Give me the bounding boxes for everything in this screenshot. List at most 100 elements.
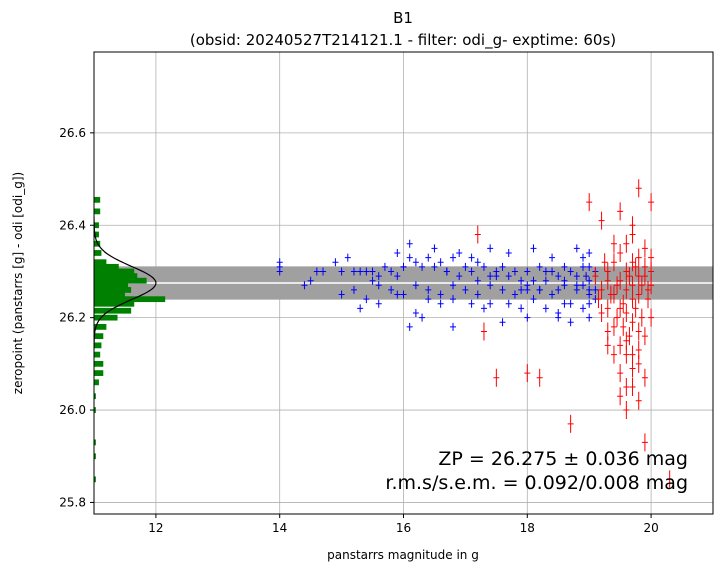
data-point: [350, 285, 357, 294]
data-point: [555, 285, 562, 294]
rejected-point: [595, 290, 602, 309]
histogram-bar: [94, 307, 132, 314]
rejected-point: [626, 327, 633, 346]
data-point: [474, 258, 481, 267]
data-point: [499, 318, 506, 327]
histogram-bar: [94, 333, 104, 340]
data-point: [530, 244, 537, 253]
data-point: [549, 253, 556, 262]
data-point: [456, 272, 463, 281]
rejected-point: [632, 257, 639, 276]
rejected-point: [623, 280, 630, 299]
rejected-point: [617, 271, 624, 290]
x-tick-label: 18: [520, 521, 535, 535]
histogram-bar: [94, 250, 102, 256]
data-point: [462, 262, 469, 271]
data-point: [313, 267, 320, 276]
data-point: [536, 285, 543, 294]
data-point: [425, 295, 432, 304]
data-point: [573, 281, 580, 290]
rejected-point: [623, 234, 630, 253]
data-point: [573, 244, 580, 253]
rejected-point: [601, 253, 608, 272]
x-tick-label: 20: [643, 521, 658, 535]
histogram-bar: [94, 240, 101, 247]
data-point: [338, 290, 345, 299]
rejected-point: [648, 248, 655, 267]
data-point: [400, 262, 407, 271]
data-point: [443, 267, 450, 276]
histogram-bar: [94, 393, 96, 400]
histogram-bar: [94, 273, 138, 279]
data-point: [400, 290, 407, 299]
y-tick-label: 26.4: [59, 218, 86, 232]
x-axis-label: panstarrs magnitude in g: [327, 548, 479, 562]
data-point: [586, 299, 593, 308]
histogram-bar: [94, 196, 101, 203]
rejected-point: [629, 359, 636, 378]
rejected-point: [648, 308, 655, 327]
rejected-point: [617, 387, 624, 406]
data-point: [573, 272, 580, 281]
data-point: [437, 290, 444, 299]
data-point: [394, 290, 401, 299]
rejected-point: [635, 285, 642, 304]
data-point: [524, 267, 531, 276]
rejected-point: [623, 262, 630, 281]
data-point: [505, 299, 512, 308]
data-point: [511, 267, 518, 276]
data-point: [369, 267, 376, 276]
data-point: [388, 285, 395, 294]
rejected-point: [641, 327, 648, 346]
rejected-point: [666, 470, 673, 489]
y-tick-label: 26.0: [59, 403, 86, 417]
rejected-point: [586, 193, 593, 212]
data-point: [586, 262, 593, 271]
rejected-point: [638, 276, 645, 295]
data-point: [406, 253, 413, 262]
data-point: [580, 253, 587, 262]
rejected-point: [626, 267, 633, 286]
data-point: [530, 276, 537, 285]
histogram-bar: [94, 453, 96, 460]
data-point: [561, 262, 568, 271]
data-point: [425, 253, 432, 262]
data-point: [357, 304, 364, 313]
data-point: [542, 304, 549, 313]
rejected-point: [474, 225, 481, 244]
data-point: [450, 253, 457, 262]
data-point: [536, 262, 543, 271]
rejected-point: [629, 225, 636, 244]
rejected-point: [598, 211, 605, 230]
data-point: [456, 248, 463, 257]
y-axis-label: zeropoint (panstarrs [g] - odi [odi_g]): [11, 172, 25, 394]
histogram-bar: [94, 476, 96, 483]
data-point: [468, 299, 475, 308]
data-point: [406, 322, 413, 331]
rejected-point: [610, 345, 617, 364]
data-point: [412, 258, 419, 267]
data-point: [388, 267, 395, 276]
rejected-point: [617, 364, 624, 383]
data-point: [419, 262, 426, 271]
y-tick-label: 25.8: [59, 495, 86, 509]
data-point: [369, 276, 376, 285]
data-point: [375, 281, 382, 290]
data-point: [375, 299, 382, 308]
x-tick-label: 16: [396, 521, 411, 535]
plot-frame: [93, 51, 714, 515]
data-point: [350, 267, 357, 276]
rejected-point: [641, 239, 648, 258]
rejected-point: [614, 308, 621, 327]
rejected-point: [632, 299, 639, 318]
data-point: [480, 304, 487, 313]
data-point: [580, 281, 587, 290]
data-point: [276, 258, 283, 267]
data-point: [468, 253, 475, 262]
histogram-bar: [94, 296, 166, 303]
data-point: [338, 267, 345, 276]
histogram-bar: [94, 282, 129, 289]
rejected-point: [635, 248, 642, 267]
rejected-point: [536, 368, 543, 387]
